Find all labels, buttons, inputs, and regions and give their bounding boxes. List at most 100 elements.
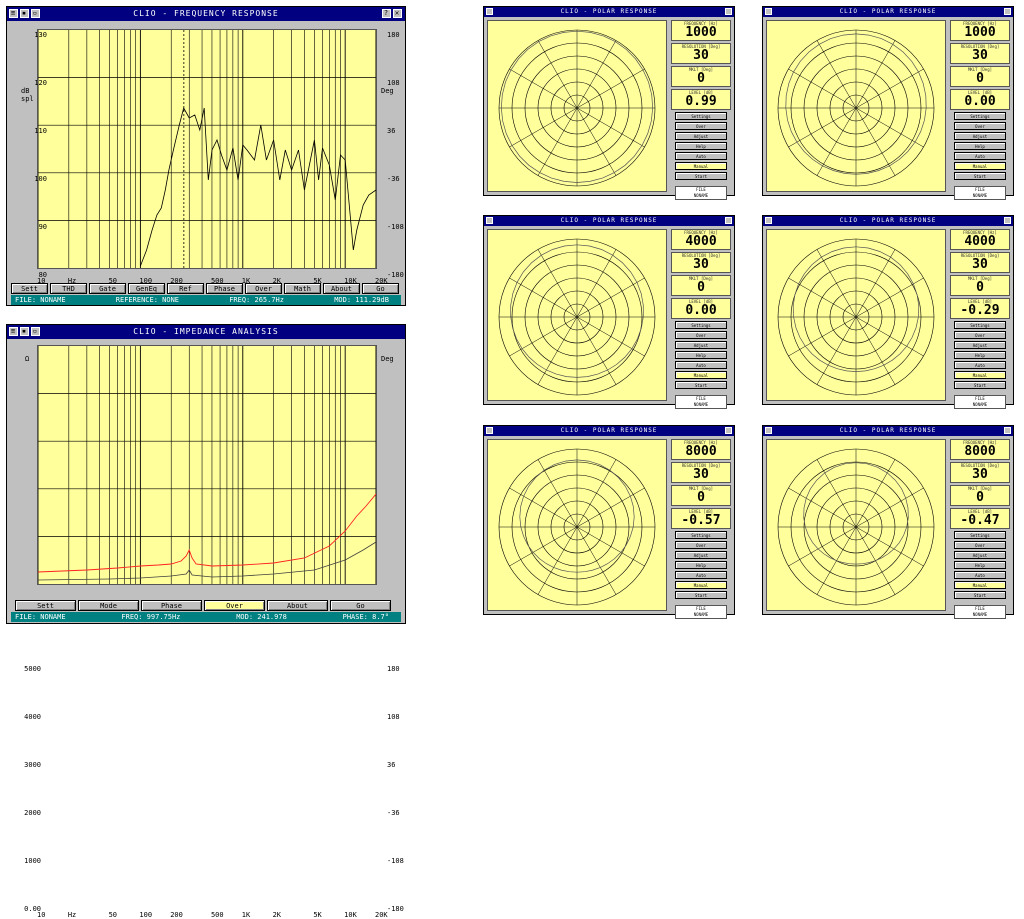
resolution-field[interactable]: RESOLUTION [Deg] 30: [671, 43, 731, 64]
polar-settings-button[interactable]: Settings: [954, 112, 1006, 120]
resolution-field[interactable]: RESOLUTION [Deg] 30: [671, 252, 731, 273]
freq-phase-button[interactable]: Phase: [206, 283, 243, 294]
polar-help-button[interactable]: Help: [954, 351, 1006, 359]
system-menu-icon[interactable]: [486, 217, 493, 224]
file-field[interactable]: FILE NONAME: [675, 186, 727, 200]
polar-plot-area[interactable]: [487, 20, 667, 192]
level-field[interactable]: LEVEL [dB] 0.00: [671, 298, 731, 319]
polar-start-button[interactable]: Start: [675, 381, 727, 389]
close-icon[interactable]: [725, 217, 732, 224]
system-menu-icon[interactable]: [486, 8, 493, 15]
close-icon[interactable]: [1004, 427, 1011, 434]
freq-geneq-button[interactable]: GenEq: [128, 283, 165, 294]
help-icon[interactable]: ?: [382, 9, 391, 18]
imp-phase-button[interactable]: Phase: [141, 600, 202, 611]
polar-adjust-button[interactable]: Adjust: [954, 341, 1006, 349]
resolution-field[interactable]: RESOLUTION [Deg] 30: [950, 43, 1010, 64]
polar-settings-button[interactable]: Settings: [675, 321, 727, 329]
freq-ref-button[interactable]: Ref: [167, 283, 204, 294]
print-icon[interactable]: ▫: [31, 327, 40, 336]
system-menu-icon[interactable]: [765, 427, 772, 434]
polar-settings-button[interactable]: Settings: [675, 112, 727, 120]
polar-settings-button[interactable]: Settings: [954, 321, 1006, 329]
imp-about-button[interactable]: About: [267, 600, 328, 611]
imp-sett-button[interactable]: Sett: [15, 600, 76, 611]
polar-help-button[interactable]: Help: [675, 142, 727, 150]
marker-field[interactable]: MKLT [Deg] 0: [950, 485, 1010, 506]
file-field[interactable]: FILE NONAME: [675, 395, 727, 409]
level-field[interactable]: LEVEL [dB] 0.99: [671, 89, 731, 110]
file-field[interactable]: FILE NONAME: [954, 605, 1006, 619]
polar-plot-area[interactable]: [487, 439, 667, 611]
polar-auto-button[interactable]: Auto: [954, 571, 1006, 579]
polar-over-button[interactable]: Over: [675, 331, 727, 339]
polar-help-button[interactable]: Help: [954, 142, 1006, 150]
freq-sett-button[interactable]: Sett: [11, 283, 48, 294]
resolution-field[interactable]: RESOLUTION [Deg] 30: [950, 462, 1010, 483]
polar-help-button[interactable]: Help: [954, 561, 1006, 569]
system-menu-icon[interactable]: [486, 427, 493, 434]
marker-field[interactable]: MKLT [Deg] 0: [671, 275, 731, 296]
freq-gate-button[interactable]: Gate: [89, 283, 126, 294]
polar-adjust-button[interactable]: Adjust: [675, 341, 727, 349]
polar-plot-area[interactable]: [766, 229, 946, 401]
polar-help-button[interactable]: Help: [675, 561, 727, 569]
frequency-field[interactable]: FREQUENCY [Hz] 1000: [671, 20, 731, 41]
close-icon[interactable]: ✕: [393, 9, 402, 18]
freq-math-button[interactable]: Math: [284, 283, 321, 294]
polar-adjust-button[interactable]: Adjust: [954, 132, 1006, 140]
marker-field[interactable]: MKLT [Deg] 0: [671, 66, 731, 87]
frequency-field[interactable]: FREQUENCY [Hz] 4000: [671, 229, 731, 250]
polar-settings-button[interactable]: Settings: [954, 531, 1006, 539]
frequency-field[interactable]: FREQUENCY [Hz] 8000: [950, 439, 1010, 460]
polar-help-button[interactable]: Help: [675, 351, 727, 359]
level-field[interactable]: LEVEL [dB] -0.47: [950, 508, 1010, 529]
print-icon[interactable]: ▫: [31, 9, 40, 18]
polar-adjust-button[interactable]: Adjust: [675, 551, 727, 559]
imp-go-button[interactable]: Go: [330, 600, 391, 611]
imp-plot-area[interactable]: [37, 345, 377, 585]
polar-over-button[interactable]: Over: [954, 331, 1006, 339]
resolution-field[interactable]: RESOLUTION [Deg] 30: [950, 252, 1010, 273]
polar-start-button[interactable]: Start: [954, 591, 1006, 599]
imp-over-button[interactable]: Over: [204, 600, 265, 611]
polar-manual-button[interactable]: Manual: [954, 371, 1006, 379]
freq-go-button[interactable]: Go: [362, 283, 399, 294]
polar-over-button[interactable]: Over: [675, 541, 727, 549]
polar-over-button[interactable]: Over: [954, 541, 1006, 549]
polar-over-button[interactable]: Over: [675, 122, 727, 130]
imp-mode-button[interactable]: Mode: [78, 600, 139, 611]
freq-about-button[interactable]: About: [323, 283, 360, 294]
close-icon[interactable]: [725, 427, 732, 434]
frequency-field[interactable]: FREQUENCY [Hz] 8000: [671, 439, 731, 460]
polar-settings-button[interactable]: Settings: [675, 531, 727, 539]
polar-start-button[interactable]: Start: [675, 172, 727, 180]
polar-auto-button[interactable]: Auto: [675, 571, 727, 579]
polar-plot-area[interactable]: [487, 229, 667, 401]
polar-start-button[interactable]: Start: [675, 591, 727, 599]
system-menu-icon[interactable]: [765, 8, 772, 15]
polar-plot-area[interactable]: [766, 439, 946, 611]
polar-adjust-button[interactable]: Adjust: [954, 551, 1006, 559]
marker-field[interactable]: MKLT [Deg] 0: [671, 485, 731, 506]
polar-adjust-button[interactable]: Adjust: [675, 132, 727, 140]
polar-start-button[interactable]: Start: [954, 172, 1006, 180]
freq-plot-area[interactable]: [37, 29, 377, 269]
polar-over-button[interactable]: Over: [954, 122, 1006, 130]
polar-plot-area[interactable]: [766, 20, 946, 192]
file-field[interactable]: FILE NONAME: [954, 186, 1006, 200]
polar-manual-button[interactable]: Manual: [954, 581, 1006, 589]
marker-field[interactable]: MKLT [Deg] 0: [950, 66, 1010, 87]
file-field[interactable]: FILE NONAME: [954, 395, 1006, 409]
level-field[interactable]: LEVEL [dB] 0.00: [950, 89, 1010, 110]
polar-auto-button[interactable]: Auto: [675, 152, 727, 160]
system-menu-icon[interactable]: ≡: [9, 9, 18, 18]
close-icon[interactable]: [1004, 217, 1011, 224]
polar-auto-button[interactable]: Auto: [954, 361, 1006, 369]
close-icon[interactable]: [725, 8, 732, 15]
close-icon[interactable]: [1004, 8, 1011, 15]
frequency-field[interactable]: FREQUENCY [Hz] 4000: [950, 229, 1010, 250]
resolution-field[interactable]: RESOLUTION [Deg] 30: [671, 462, 731, 483]
polar-auto-button[interactable]: Auto: [954, 152, 1006, 160]
polar-auto-button[interactable]: Auto: [675, 361, 727, 369]
